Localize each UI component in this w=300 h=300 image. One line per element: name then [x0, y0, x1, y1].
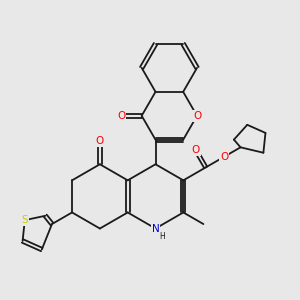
- Text: O: O: [192, 145, 200, 155]
- Text: O: O: [220, 152, 228, 162]
- Text: S: S: [22, 215, 28, 225]
- Text: O: O: [118, 111, 126, 121]
- Text: H: H: [159, 232, 165, 241]
- Text: N: N: [152, 224, 159, 233]
- Text: O: O: [96, 136, 104, 146]
- Text: O: O: [193, 111, 201, 121]
